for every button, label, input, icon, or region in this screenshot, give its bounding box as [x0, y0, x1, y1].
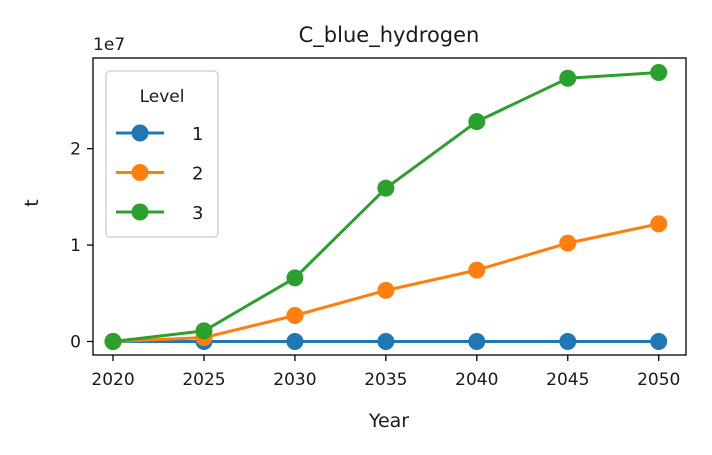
data-point-series-2-2030 — [286, 306, 304, 324]
data-point-series-1-2050 — [650, 333, 668, 350]
y-tick-label-1: 1 — [70, 236, 81, 256]
legend-marker-3 — [131, 203, 149, 221]
data-point-series-3-2050 — [650, 63, 668, 81]
data-point-series-3-2040 — [468, 113, 486, 131]
data-point-series-1-2045 — [559, 333, 577, 350]
x-tick-label-2035: 2035 — [364, 370, 407, 390]
data-point-series-3-2045 — [559, 69, 577, 87]
x-tick-label-2040: 2040 — [455, 370, 498, 390]
axes: 2020 2025 2030 2035 2040 2045 2050 0 1 2 — [70, 57, 687, 390]
legend-box — [105, 70, 219, 238]
x-tick-label-2025: 2025 — [182, 370, 225, 390]
legend-label-2: 2 — [192, 164, 203, 185]
x-tick-label-2030: 2030 — [273, 370, 316, 390]
x-tick-label-2020: 2020 — [91, 370, 134, 390]
x-tick-label-2045: 2045 — [546, 370, 589, 390]
plot-frame — [92, 57, 687, 356]
data-point-series-1-2035 — [377, 333, 395, 350]
legend-marker-1 — [131, 124, 149, 142]
data-point-series-1-2040 — [468, 333, 486, 350]
legend-title: Level — [140, 87, 185, 107]
data-point-series-1-2030 — [286, 333, 304, 350]
legend-marker-2 — [131, 164, 149, 181]
legend-label-1: 1 — [192, 124, 203, 145]
chart-title: C_blue_hydrogen — [299, 23, 480, 48]
legend: Level 1 2 3 — [105, 70, 219, 238]
data-point-series-2-2035 — [377, 281, 395, 299]
plot-area — [104, 63, 668, 350]
data-point-series-3-2035 — [377, 179, 395, 197]
y-tick-label-0: 0 — [70, 333, 81, 353]
data-point-series-2-2050 — [650, 215, 668, 233]
x-axis-label: Year — [368, 410, 409, 432]
data-point-series-3-2020 — [104, 333, 122, 350]
legend-label-3: 3 — [192, 203, 203, 224]
x-tick-label-2050: 2050 — [637, 370, 680, 390]
y-axis-label: t — [21, 199, 43, 206]
data-point-series-3-2030 — [286, 269, 304, 287]
y-tick-label-2: 2 — [70, 140, 81, 160]
data-point-series-2-2045 — [559, 234, 577, 252]
data-point-series-2-2040 — [468, 261, 486, 279]
data-point-series-3-2025 — [195, 322, 213, 340]
y-axis-offset-label: 1e7 — [93, 35, 125, 55]
